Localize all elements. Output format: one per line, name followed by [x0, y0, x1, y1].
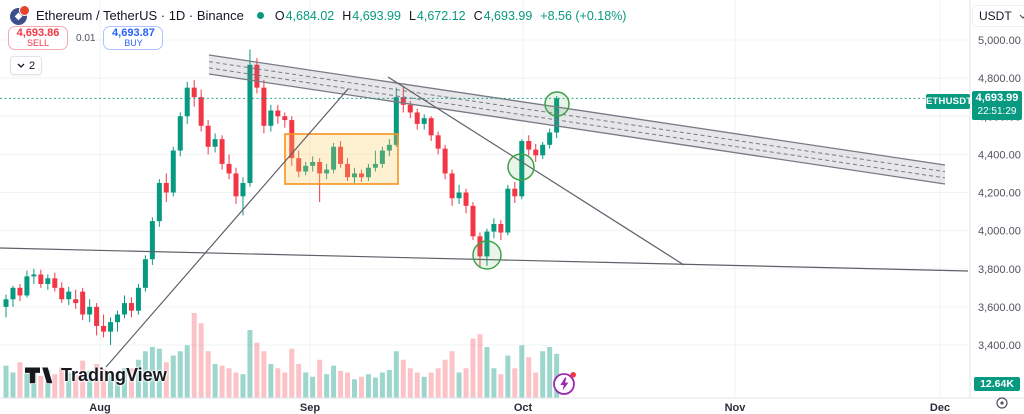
price-tick-label: 5,000.00: [978, 35, 1021, 47]
volume-badge: 12.64K: [974, 377, 1020, 391]
change-value: +8.56 (+0.18%): [540, 8, 627, 23]
price-tick-label: 4,200.00: [978, 188, 1021, 200]
time-tick-label: Nov: [725, 402, 747, 414]
price-tick-label: 4,000.00: [978, 226, 1021, 238]
time-tick-label: Aug: [89, 402, 110, 414]
volume-layer: [3, 313, 560, 398]
price-tick-label: 3,400.00: [978, 340, 1021, 352]
price-tick-label: 4,800.00: [978, 73, 1021, 85]
tradingview-logo-icon: [24, 366, 54, 384]
low-label: L: [408, 8, 416, 23]
last-price-value: 4,693.99: [975, 92, 1019, 105]
symbol-title[interactable]: Ethereum / TetherUS · 1D · Binance: [36, 8, 244, 23]
spread-value: 0.01: [76, 32, 96, 44]
price-tick-label: 4,400.00: [978, 149, 1021, 161]
time-tick-label: Dec: [930, 402, 950, 414]
chevron-down-icon: [1019, 14, 1024, 19]
flash-boost-icon[interactable]: [552, 370, 578, 401]
target-icon[interactable]: [995, 396, 1009, 414]
grid-layer: [0, 0, 970, 398]
time-tick-label: Oct: [514, 402, 533, 414]
legend-collapse-button[interactable]: 2: [10, 56, 43, 75]
sell-button[interactable]: 4,693.86 SELL: [8, 26, 68, 50]
collapse-count: 2: [29, 59, 36, 72]
chevron-down-icon: [17, 63, 25, 68]
close-value: 4,693.99: [483, 8, 533, 23]
sell-price: 4,693.86: [16, 26, 60, 39]
high-value: 4,693.99: [352, 8, 401, 23]
currency-label: USDT: [979, 9, 1012, 23]
price-tick-label: 3,600.00: [978, 302, 1021, 314]
high-label: H: [342, 8, 352, 23]
ohlc-values: O 4,684.02 H 4,693.99 L 4,672.12 C 4,693.99 …: [275, 9, 627, 23]
low-value: 4,672.12: [416, 8, 466, 23]
tradingview-watermark: TradingView: [24, 365, 167, 386]
symbol-logo-icon: ◆: [10, 5, 30, 25]
price-tick-label: 3,800.00: [978, 264, 1021, 276]
trade-panel: 4,693.86 SELL 0.01 4,693.87 BUY: [8, 26, 164, 50]
bar-countdown: 22:51:29: [977, 105, 1017, 117]
open-value: 4,684.02: [285, 8, 335, 23]
buy-price: 4,693.87: [112, 26, 155, 39]
symbol-legend[interactable]: ◆ Ethereum / TetherUS · 1D · Binance O 4,…: [10, 5, 627, 25]
market-status-icon[interactable]: [256, 12, 264, 19]
close-label: C: [473, 8, 483, 23]
buy-button[interactable]: 4,693.87 BUY: [103, 26, 164, 50]
open-label: O: [274, 8, 285, 23]
drawings-layer[interactable]: [0, 54, 970, 368]
symbol-price-tag: ETHUSDT: [926, 94, 973, 110]
last-price-badge: 4,693.99 22:51:29: [972, 91, 1022, 120]
candles-layer: [3, 49, 560, 345]
currency-selector[interactable]: USDT: [972, 5, 1024, 27]
watermark-text: TradingView: [61, 365, 167, 385]
time-tick-label: Sep: [300, 402, 320, 414]
sell-label: SELL: [26, 38, 50, 49]
buy-label: BUY: [124, 38, 143, 49]
